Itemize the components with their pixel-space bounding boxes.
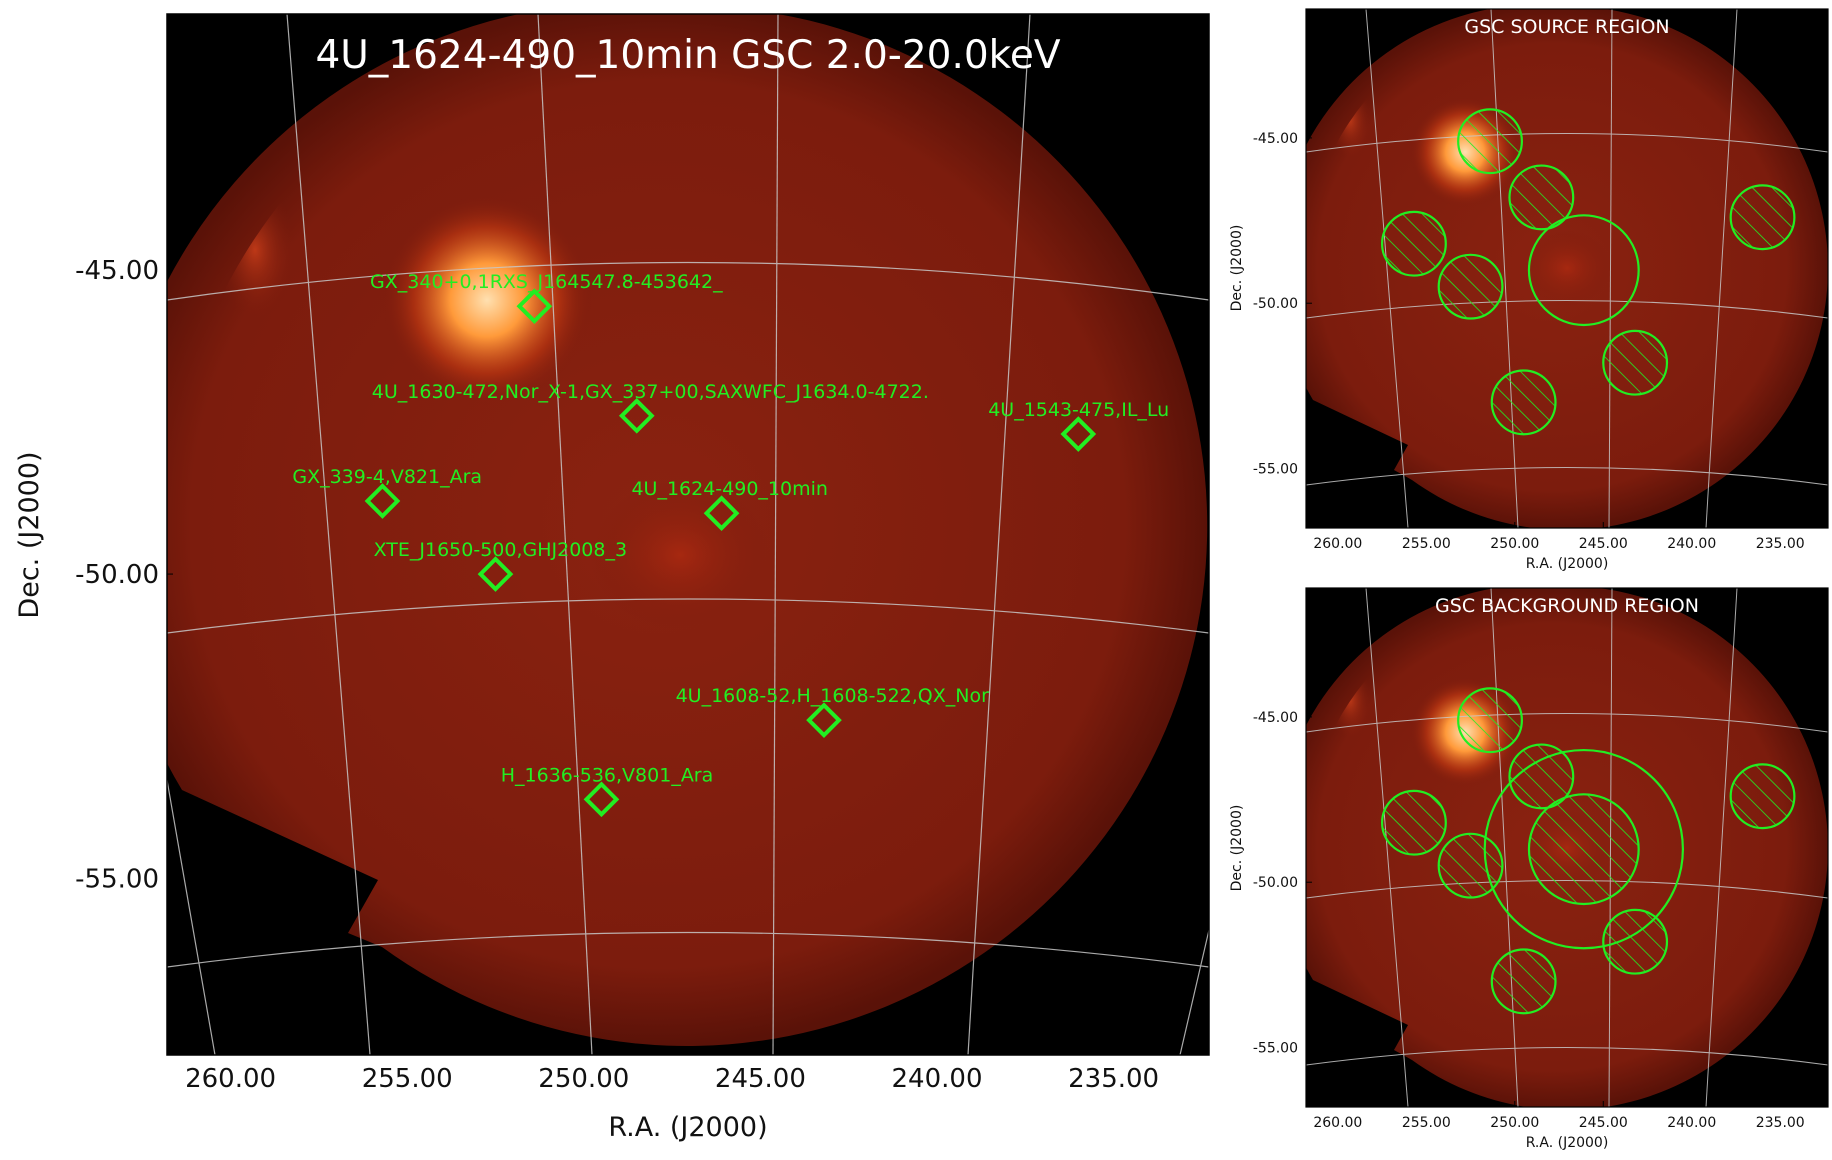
main-panel: GX_340+0,1RXS_J164547.8-453642_ 4U_1630-4… <box>14 13 1210 1143</box>
bkg-excluded-circle <box>1490 948 1557 1015</box>
background-region-panel: GSC BACKGROUND REGION 260.00 255.00 250.00… <box>1229 587 1829 1151</box>
src-ytick-label: -55.00 <box>1253 461 1298 477</box>
source-label: 4U_1543-475,IL_Lu <box>988 399 1169 421</box>
bkg-ytick-label: -45.00 <box>1253 710 1298 726</box>
main-xtick-label: 240.00 <box>892 1064 983 1094</box>
src-excluded-circle <box>1729 184 1796 251</box>
src-target-emission <box>1522 230 1612 306</box>
source-label: GX_339-4,V821_Ara <box>292 466 482 488</box>
background-annulus-outer <box>1483 748 1685 950</box>
main-ylabel: Dec. (J2000) <box>14 451 45 618</box>
bkg-plot-frame <box>1305 587 1829 1108</box>
source-region-circle <box>1527 214 1640 327</box>
src-xtick-label: 240.00 <box>1667 536 1716 552</box>
main-xtick-label: 255.00 <box>362 1064 453 1094</box>
source-label: 4U_1608-52,H_1608-522,QX_Nor <box>676 685 990 707</box>
bkg-xtick-label: 255.00 <box>1402 1115 1451 1131</box>
src-xtick-label: 255.00 <box>1402 536 1451 552</box>
src-xtick-label: 235.00 <box>1756 536 1805 552</box>
src-excluded-circle <box>1508 164 1575 231</box>
bkg-excluded-circle <box>1602 908 1669 975</box>
main-xtick-label: 250.00 <box>538 1064 629 1094</box>
bkg-xtick-label: 250.00 <box>1490 1115 1539 1131</box>
source-marker <box>1060 416 1097 452</box>
bkg-ytick-label: -55.00 <box>1253 1040 1298 1056</box>
src-excluded-circle <box>1380 210 1447 277</box>
main-grid <box>167 14 1209 1055</box>
main-ytick-label: -55.00 <box>75 865 159 895</box>
source-region-panel: GSC SOURCE REGION 260.00 255.00 250.00 245.… <box>1229 8 1829 572</box>
bkg-xtick-label: 240.00 <box>1667 1115 1716 1131</box>
main-bright-source-emission <box>382 195 592 405</box>
src-excluded-circle <box>1437 253 1504 320</box>
main-xtick-label: 235.00 <box>1068 1064 1159 1094</box>
src-excluded-circle <box>1602 329 1669 396</box>
source-marker <box>516 288 553 325</box>
src-excluded-circle <box>1490 369 1557 436</box>
source-marker <box>618 397 655 434</box>
background-annulus-inner <box>1527 793 1640 906</box>
src-plot-frame <box>1305 8 1829 529</box>
bkg-xlabel: R.A. (J2000) <box>1526 1135 1609 1151</box>
bkg-excluded-circle <box>1508 743 1575 810</box>
src-ylabel: Dec. (J2000) <box>1229 225 1245 312</box>
main-xtick-label: 245.00 <box>715 1064 806 1094</box>
bkg-excluded-circle <box>1380 789 1447 856</box>
bkg-excluded-circle <box>1437 832 1504 899</box>
main-ytick-label: -45.00 <box>75 256 159 286</box>
bkg-xtick-label: 245.00 <box>1579 1115 1628 1131</box>
source-label: GX_340+0,1RXS_J164547.8-453642_ <box>370 271 723 293</box>
source-label: 4U_1630-472,Nor_X-1,GX_337+00,SAXWFC_J16… <box>372 381 929 403</box>
bkg-xtick-label: 235.00 <box>1756 1115 1805 1131</box>
src-grid <box>1306 9 1828 528</box>
src-ytick-label: -50.00 <box>1253 296 1298 312</box>
main-xtick-label: 260.00 <box>185 1064 276 1094</box>
src-title: GSC SOURCE REGION <box>1464 16 1669 38</box>
src-xtick-label: 245.00 <box>1579 536 1628 552</box>
main-ytick-label: -50.00 <box>75 560 159 590</box>
source-marker <box>806 702 842 739</box>
bkg-xtick-label: 260.00 <box>1313 1115 1362 1131</box>
source-marker <box>583 781 620 818</box>
src-xtick-label: 260.00 <box>1313 536 1362 552</box>
source-label: 4U_1624-490_10min <box>631 478 827 500</box>
bkg-ytick-label: -50.00 <box>1253 875 1298 891</box>
src-xlabel: R.A. (J2000) <box>1526 556 1609 572</box>
bkg-excluded-circle <box>1457 687 1523 754</box>
src-excluded-circle <box>1457 108 1523 175</box>
source-label: XTE_J1650-500,GHJ2008_3 <box>374 539 627 561</box>
bkg-title: GSC BACKGROUND REGION <box>1435 595 1699 617</box>
main-target-emission <box>590 480 770 630</box>
main-title: 4U_1624-490_10min GSC 2.0-20.0keV <box>315 33 1060 78</box>
src-ytick-label: -45.00 <box>1253 131 1298 147</box>
src-xtick-label: 250.00 <box>1490 536 1539 552</box>
main-xlabel: R.A. (J2000) <box>608 1112 767 1143</box>
bkg-ylabel: Dec. (J2000) <box>1229 805 1245 892</box>
source-marker <box>364 483 401 519</box>
source-label: H_1636-536,V801_Ara <box>501 764 714 786</box>
main-plot-frame <box>166 13 1210 1056</box>
source-marker <box>703 495 740 532</box>
bkg-excluded-circle <box>1729 763 1796 830</box>
source-marker <box>477 556 514 592</box>
